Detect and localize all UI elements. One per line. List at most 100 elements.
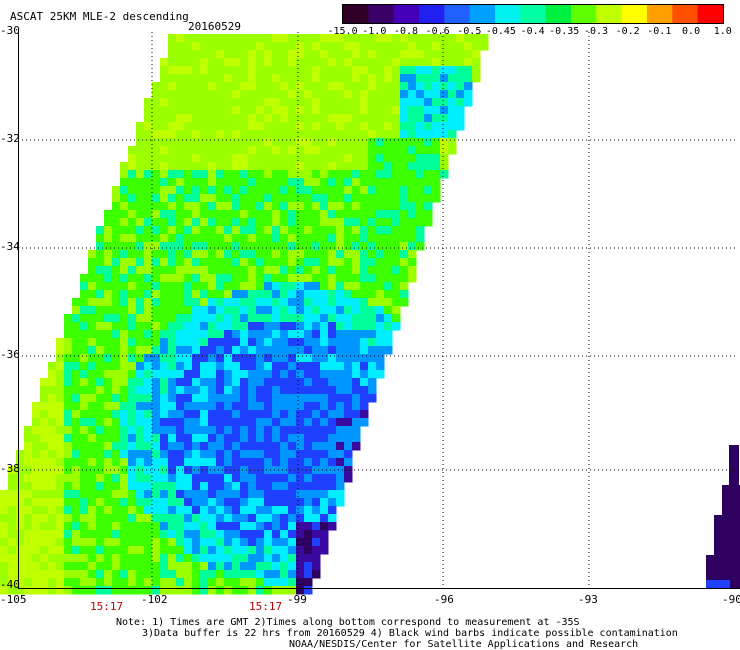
- swath-cell: [208, 130, 217, 139]
- swath-cell: [96, 482, 105, 491]
- swath-cell: [384, 74, 393, 83]
- swath-cell: [336, 106, 345, 115]
- swath-cell: [128, 154, 137, 163]
- swath-cell: [304, 178, 313, 187]
- swath-cell: [136, 402, 145, 411]
- swath-cell: [264, 458, 273, 467]
- swath-cell: [328, 434, 337, 443]
- swath-cell: [304, 530, 313, 539]
- swath-cell: [328, 130, 337, 139]
- swath-cell: [304, 290, 313, 299]
- swath-cell: [256, 338, 265, 347]
- swath-cell: [352, 82, 361, 91]
- swath-cell: [208, 498, 217, 507]
- swath-cell: [360, 378, 369, 387]
- swath-cell: [328, 338, 337, 347]
- swath-cell: [96, 402, 105, 411]
- swath-cell: [96, 466, 105, 475]
- swath-cell: [208, 346, 217, 355]
- swath-cell: [128, 306, 137, 315]
- swath-cell: [336, 154, 345, 163]
- swath-cell: [120, 426, 129, 435]
- swath-cell: [248, 402, 257, 411]
- swath-cell: [232, 370, 241, 379]
- swath-cell: [120, 362, 129, 371]
- swath-cell: [256, 450, 265, 459]
- swath-cell: [168, 154, 177, 163]
- swath-cell: [144, 106, 153, 115]
- swath-cell: [144, 226, 153, 235]
- swath-cell: [176, 138, 185, 147]
- swath-cell: [120, 394, 129, 403]
- swath-cell: [224, 538, 233, 547]
- swath-cell: [368, 194, 377, 203]
- swath-cell: [312, 298, 321, 307]
- swath-cell: [312, 234, 321, 243]
- swath-cell: [256, 538, 265, 547]
- swath-cell: [176, 378, 185, 387]
- swath-cell: [208, 306, 217, 315]
- swath-cell: [328, 66, 337, 75]
- swath-cell: [280, 322, 289, 331]
- swath-cell: [272, 178, 281, 187]
- swath-cell: [0, 562, 9, 571]
- swath-cell: [96, 506, 105, 515]
- swath-cell: [224, 506, 233, 515]
- swath-cell: [160, 82, 169, 91]
- swath-cell: [200, 106, 209, 115]
- swath-cell: [376, 74, 385, 83]
- color-swatch: [495, 5, 521, 23]
- swath-cell: [344, 266, 353, 275]
- swath-cell: [96, 370, 105, 379]
- swath-cell: [312, 146, 321, 155]
- swath-cell: [352, 378, 361, 387]
- swath-cell: [352, 306, 361, 315]
- swath-cell: [232, 82, 241, 91]
- color-swatch: [444, 5, 471, 23]
- swath-cell: [296, 50, 305, 59]
- swath-cell: [192, 490, 201, 499]
- swath-cell: [320, 362, 329, 371]
- swath-cell: [208, 330, 217, 339]
- swath-cell: [168, 386, 177, 395]
- swath-cell: [96, 346, 105, 355]
- swath-cell: [392, 274, 401, 283]
- swath-cell: [344, 274, 353, 283]
- swath-cell: [56, 378, 65, 387]
- swath-cell: [160, 58, 169, 67]
- swath-cell: [272, 490, 281, 499]
- swath-cell: [280, 370, 289, 379]
- swath-cell: [192, 498, 201, 507]
- swath-cell: [352, 218, 361, 227]
- swath-cell: [152, 242, 161, 251]
- swath-cell: [352, 106, 361, 115]
- swath-cell: [152, 338, 161, 347]
- swath-cell: [336, 498, 345, 507]
- swath-cell: [336, 394, 345, 403]
- swath-cell: [144, 490, 153, 499]
- swath-cell: [128, 514, 137, 523]
- swath-cell: [248, 202, 257, 211]
- swath-cell: [24, 458, 33, 467]
- color-swatch: [343, 5, 369, 23]
- swath-cell: [200, 394, 209, 403]
- swath-cell: [72, 370, 81, 379]
- swath-cell: [96, 442, 105, 451]
- swath-cell: [184, 570, 193, 579]
- swath-cell: [224, 210, 233, 219]
- swath-cell: [216, 234, 225, 243]
- swath-cell: [216, 362, 225, 371]
- swath-cell: [176, 434, 185, 443]
- swath-cell: [344, 106, 353, 115]
- swath-cell: [32, 506, 41, 515]
- swath-cell: [192, 410, 201, 419]
- swath-cell: [448, 130, 457, 139]
- swath-cell: [336, 434, 345, 443]
- swath-cell: [248, 226, 257, 235]
- swath-cell: [256, 482, 265, 491]
- swath-cell: [200, 186, 209, 195]
- swath-cell: [256, 466, 265, 475]
- swath-cell: [80, 530, 89, 539]
- swath-cell: [264, 562, 273, 571]
- swath-cell: [232, 242, 241, 251]
